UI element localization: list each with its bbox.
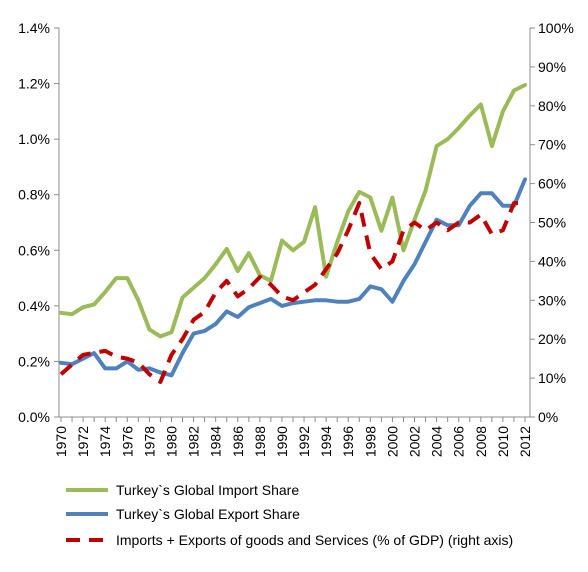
right-axis-ticks: 0% 10% 20% 30% 40% 50% 60% 70% 80% 90% 100% — [530, 20, 574, 425]
left-tick-label: 0.0% — [18, 409, 50, 425]
x-tick-label: 2000 — [384, 426, 400, 457]
legend-label: Imports + Exports of goods and Services … — [116, 532, 513, 548]
right-tick-label: 0% — [538, 409, 558, 425]
left-tick-label: 0.2% — [18, 353, 50, 369]
right-tick-label: 10% — [538, 370, 566, 386]
right-tick-label: 100% — [538, 20, 574, 36]
right-tick-label: 80% — [538, 98, 566, 114]
export-share-line — [59, 177, 527, 378]
legend-label: Turkey`s Global Import Share — [116, 482, 299, 498]
left-tick-label: 1.2% — [18, 76, 50, 92]
x-tick-label: 1980 — [163, 426, 179, 457]
series-layer — [59, 83, 527, 384]
legend: Turkey`s Global Import Share Turkey`s Glo… — [66, 482, 513, 548]
x-tick-label: 2008 — [473, 426, 489, 457]
x-tick-label: 1970 — [53, 426, 69, 457]
x-tick-label: 2006 — [451, 426, 467, 457]
right-tick-label: 20% — [538, 331, 566, 347]
x-axis-ticks: 1970 1972 1974 1976 1978 1980 1982 1984 1986 1988… — [53, 417, 533, 457]
x-tick-label: 2010 — [495, 426, 511, 457]
x-tick-label: 1994 — [318, 426, 334, 457]
x-tick-label: 1974 — [97, 426, 113, 457]
left-tick-label: 0.4% — [18, 298, 50, 314]
right-tick-label: 90% — [538, 59, 566, 75]
left-tick-label: 1.4% — [18, 20, 50, 36]
right-tick-label: 70% — [538, 137, 566, 153]
x-tick-label: 1984 — [208, 426, 224, 457]
trade-gdp-line — [59, 201, 525, 384]
left-tick-label: 1.0% — [18, 131, 50, 147]
legend-label: Turkey`s Global Export Share — [116, 506, 300, 522]
left-axis-ticks: 0.0% 0.2% 0.4% 0.6% 0.8% 1.0% 1.2% 1.4% — [18, 20, 59, 425]
import-share-line — [59, 83, 527, 339]
right-tick-label: 30% — [538, 292, 566, 308]
x-tick-label: 1990 — [274, 426, 290, 457]
x-tick-label: 1976 — [119, 426, 135, 457]
right-tick-label: 40% — [538, 253, 566, 269]
right-tick-label: 50% — [538, 215, 566, 231]
export-share-legend: Turkey`s Global Export Share — [66, 506, 300, 522]
x-tick-label: 2002 — [407, 426, 423, 457]
left-tick-label: 0.8% — [18, 187, 50, 203]
import-share-legend: Turkey`s Global Import Share — [66, 482, 299, 498]
x-tick-label: 1986 — [230, 426, 246, 457]
right-tick-label: 60% — [538, 176, 566, 192]
x-tick-label: 1978 — [141, 426, 157, 457]
x-tick-label: 1996 — [340, 426, 356, 457]
x-tick-label: 1992 — [296, 426, 312, 457]
x-tick-label: 2004 — [429, 426, 445, 457]
x-tick-label: 1998 — [362, 426, 378, 457]
x-tick-label: 1988 — [252, 426, 268, 457]
x-tick-label: 1972 — [75, 426, 91, 457]
x-tick-label: 2012 — [517, 426, 533, 457]
trade-gdp-legend: Imports + Exports of goods and Services … — [66, 532, 513, 548]
x-tick-label: 1982 — [186, 426, 202, 457]
left-tick-label: 0.6% — [18, 242, 50, 258]
